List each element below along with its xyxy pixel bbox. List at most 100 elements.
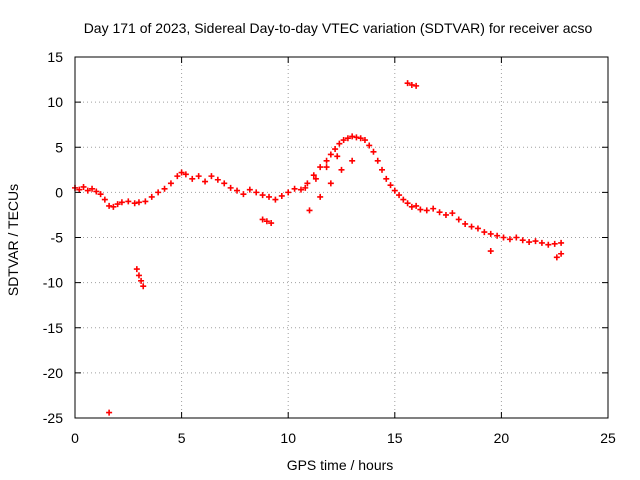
data-point <box>338 166 345 173</box>
data-point <box>344 135 351 142</box>
data-point <box>312 175 319 182</box>
x-tick-label: 10 <box>280 430 296 446</box>
data-point <box>189 175 196 182</box>
y-tick-label: -15 <box>43 320 63 336</box>
data-point <box>89 185 96 192</box>
data-point <box>481 229 488 236</box>
data-point <box>361 137 368 144</box>
data-point <box>306 207 313 214</box>
data-point <box>195 173 202 180</box>
data-point <box>278 192 285 199</box>
chart-title: Day 171 of 2023, Sidereal Day-to-day VTE… <box>84 20 593 36</box>
axis-ticks: 0 5 10 15 20 25 -25 -20 -15 -10 -5 0 5 10 15 <box>43 49 616 446</box>
y-tick-label: -20 <box>43 365 63 381</box>
y-tick-label: -25 <box>43 410 63 426</box>
data-point <box>327 151 334 158</box>
data-point <box>396 192 403 199</box>
data-point <box>332 146 339 153</box>
data-point <box>374 157 381 164</box>
data-point <box>114 201 121 208</box>
data-point <box>436 209 443 216</box>
data-point <box>558 239 565 246</box>
data-point <box>379 166 386 173</box>
data-point <box>545 241 552 248</box>
data-point <box>357 135 364 142</box>
data-point <box>291 185 298 192</box>
data-point <box>135 199 142 206</box>
data-point <box>391 187 398 194</box>
data-point <box>84 187 91 194</box>
data-point <box>366 142 373 149</box>
x-tick-label: 20 <box>494 430 510 446</box>
data-point <box>519 237 526 244</box>
data-point <box>349 133 356 140</box>
data-point <box>259 192 266 199</box>
data-point <box>259 216 266 223</box>
data-point <box>468 223 475 230</box>
data-point <box>442 211 449 218</box>
data-point <box>353 134 360 141</box>
data-point <box>449 210 456 217</box>
data-point <box>551 240 558 247</box>
data-point <box>272 196 279 203</box>
data-point <box>430 205 437 212</box>
data-point <box>110 203 117 210</box>
data-point <box>334 153 341 160</box>
y-axis-label: SDTVAR / TECUs <box>5 184 21 296</box>
data-point <box>455 216 462 223</box>
data-point <box>310 172 317 179</box>
data-point <box>253 189 260 196</box>
data-point <box>387 182 394 189</box>
data-point <box>404 80 411 87</box>
data-point <box>538 239 545 246</box>
data-point <box>138 277 145 284</box>
data-point <box>106 409 113 416</box>
data-point <box>97 191 104 198</box>
data-point <box>148 193 155 200</box>
data-point <box>317 193 324 200</box>
data-point <box>234 187 241 194</box>
x-tick-label: 5 <box>178 430 186 446</box>
data-point <box>285 189 292 196</box>
data-point <box>266 193 273 200</box>
x-tick-label: 25 <box>600 430 616 446</box>
data-point <box>131 200 138 207</box>
data-point <box>413 202 420 209</box>
y-tick-label: 15 <box>47 49 63 65</box>
data-point <box>462 220 469 227</box>
data-point <box>383 175 390 182</box>
data-point <box>558 250 565 257</box>
data-point <box>553 254 560 261</box>
y-tick-label: 10 <box>47 94 63 110</box>
data-point <box>240 191 247 198</box>
data-point <box>408 81 415 88</box>
data-point <box>125 198 132 205</box>
data-point <box>140 283 147 290</box>
data-point <box>506 236 513 243</box>
data-point <box>336 140 343 147</box>
data-point <box>370 148 377 155</box>
data-point <box>268 220 275 227</box>
x-tick-label: 15 <box>387 430 403 446</box>
data-points <box>72 80 565 416</box>
data-point <box>246 186 253 193</box>
data-point <box>118 199 125 206</box>
y-tick-label: -5 <box>51 230 64 246</box>
data-point <box>323 164 330 171</box>
data-point <box>221 180 228 187</box>
data-point <box>142 198 149 205</box>
data-point <box>317 164 324 171</box>
x-tick-label: 0 <box>71 430 79 446</box>
data-point <box>214 176 221 183</box>
data-point <box>101 196 108 203</box>
data-point <box>297 186 304 193</box>
data-point <box>167 180 174 187</box>
data-point <box>174 173 181 180</box>
y-tick-label: -10 <box>43 275 63 291</box>
data-point <box>400 196 407 203</box>
data-point <box>417 206 424 213</box>
data-point <box>413 82 420 89</box>
data-point <box>133 266 140 273</box>
data-point <box>323 157 330 164</box>
